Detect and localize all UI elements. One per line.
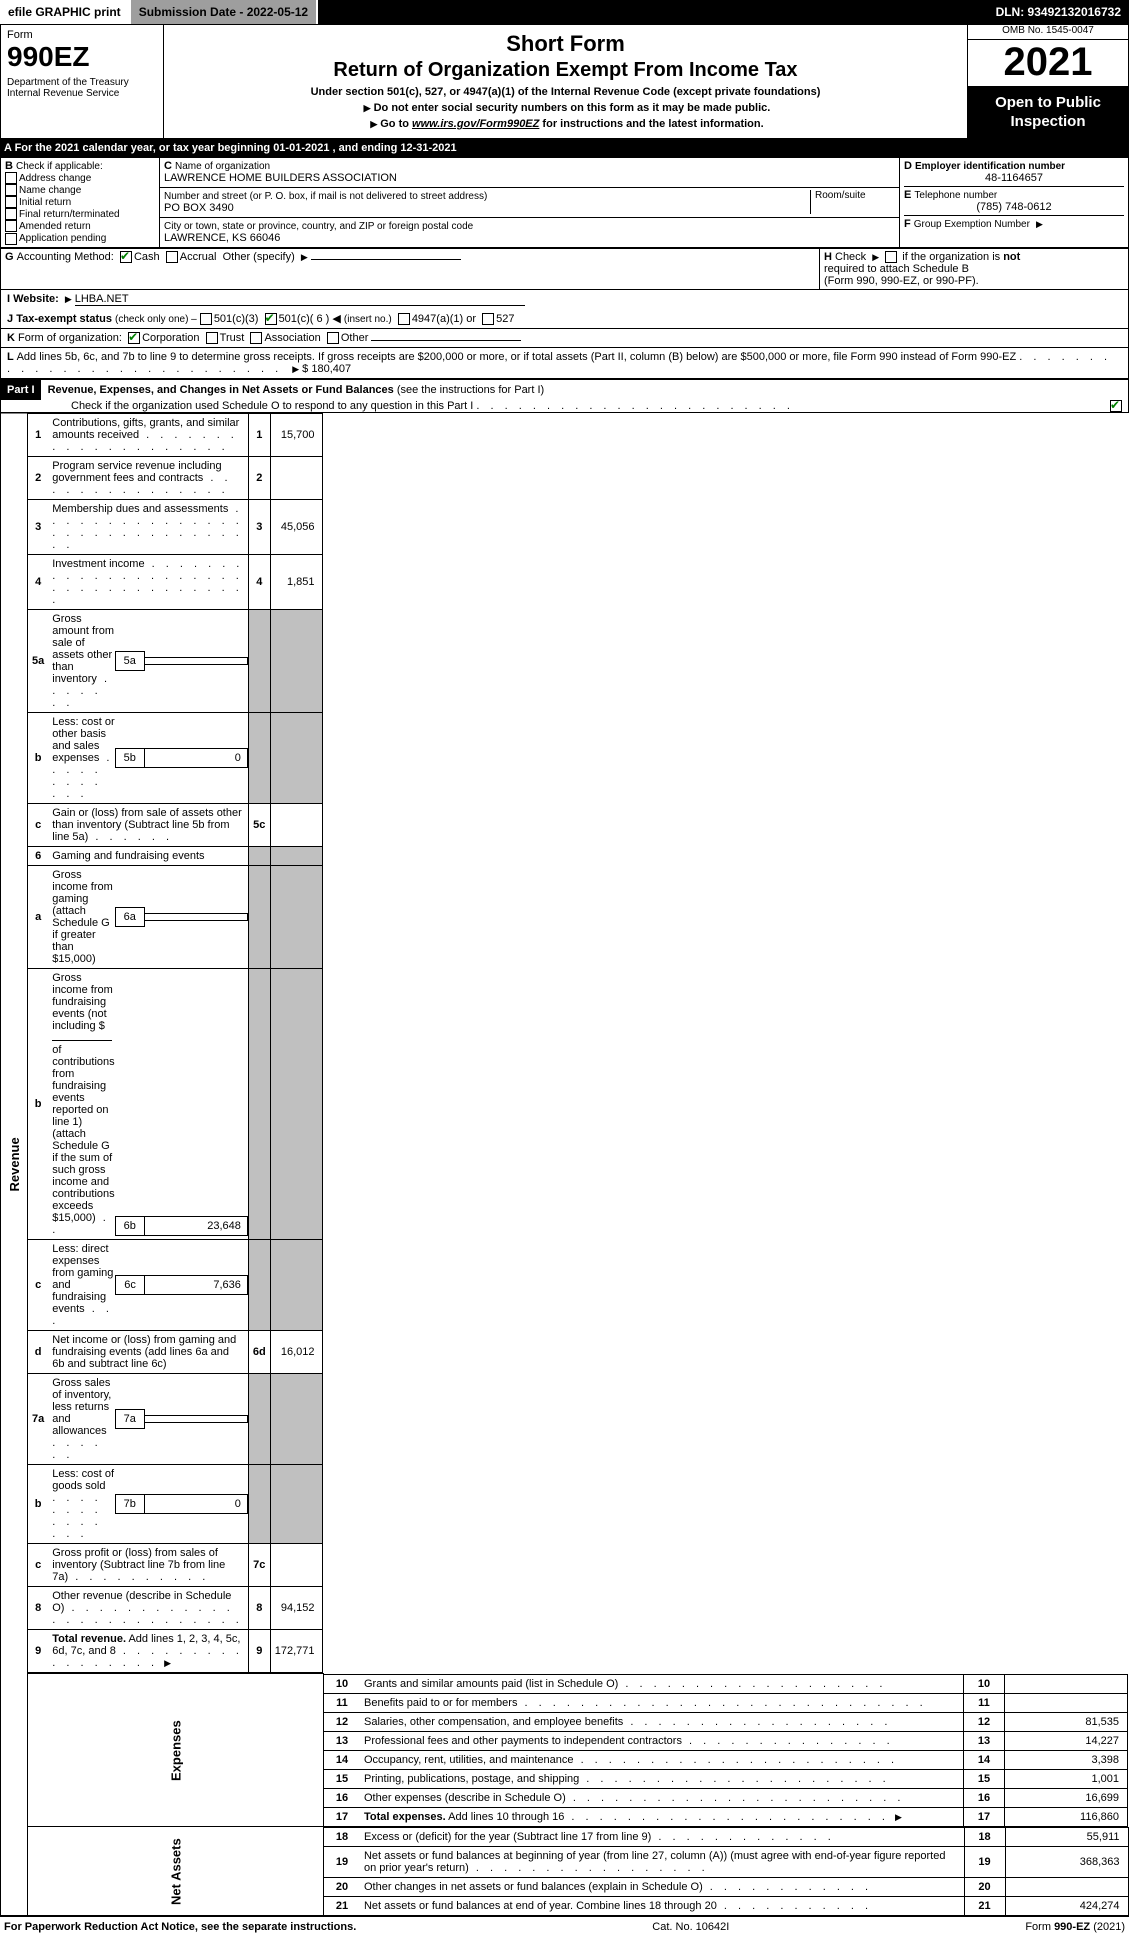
chk-501c3[interactable] [200,313,212,325]
chk-amended[interactable] [5,220,17,232]
paperwork-notice: For Paperwork Reduction Act Notice, see … [4,1921,356,1933]
form-left-col: Form 990EZ Department of the Treasury In… [1,25,164,139]
header-right: OMB No. 1545-0047 2021 [968,25,1129,87]
phone: (785) 748-0612 [904,201,1124,213]
expenses-label: Expenses [28,1674,324,1827]
chk-accrual[interactable] [166,251,178,263]
chk-final-return[interactable] [5,208,17,220]
top-bar: efile GRAPHIC print Submission Date - 20… [0,0,1129,24]
section-c-city: City or town, state or province, country… [160,217,900,247]
street-address: PO BOX 3490 [164,202,234,214]
open-inspection: Open to Public Inspection [968,87,1128,138]
other-method-input[interactable] [311,259,461,260]
room-suite-label: Room/suite [810,190,895,214]
omb: OMB No. 1545-0047 [968,25,1128,40]
dln: DLN: 93492132016732 [988,0,1129,24]
submission-date: Submission Date - 2022-05-12 [131,0,318,24]
chk-501c[interactable] [265,313,277,325]
form-header: Form 990EZ Department of the Treasury In… [0,24,1129,139]
chk-address-change[interactable] [5,172,17,184]
form-word: Form [7,29,157,41]
entity-info-box: B Check if applicable: Address change Na… [0,157,1129,248]
chk-part1-schedo[interactable] [1110,400,1122,412]
cat-no: Cat. No. 10642I [652,1921,729,1933]
section-i: I Website: LHBA.NET [0,290,1129,309]
g-h-box: G Accounting Method: Cash Accrual Other … [0,248,1129,290]
line-1: 1 Contributions, gifts, grants, and simi… [28,414,323,457]
dept-label: Department of the Treasury Internal Reve… [7,77,157,99]
section-a: A For the 2021 calendar year, or tax yea… [0,139,1129,157]
chk-4947[interactable] [398,313,410,325]
return-title: Return of Organization Exempt From Incom… [170,59,961,82]
chk-corporation[interactable] [128,332,140,344]
org-name: LAWRENCE HOME BUILDERS ASSOCIATION [164,172,397,184]
form-footer-right: Form 990-EZ (2021) [1025,1921,1125,1933]
tax-year: 2021 [968,40,1128,85]
section-d-e-f: D Employer identification number 48-1164… [900,158,1129,248]
revenue-label: Revenue [1,413,28,1916]
chk-other-org[interactable] [327,332,339,344]
section-g: G Accounting Method: Cash Accrual Other … [1,248,820,289]
city-state-zip: LAWRENCE, KS 66046 [164,232,280,244]
amt-2 [270,457,323,500]
part-i-lines: Revenue 1 Contributions, gifts, grants, … [0,413,1129,1917]
chk-association[interactable] [250,332,262,344]
page-footer: For Paperwork Reduction Act Notice, see … [0,1916,1129,1933]
section-j: J Tax-exempt status (check only one) ‒ 5… [0,309,1129,329]
section-b: B Check if applicable: Address change Na… [1,158,160,248]
efile-print-label[interactable]: efile GRAPHIC print [0,0,131,24]
chk-527[interactable] [482,313,494,325]
section-l: L Add lines 5b, 6c, and 7b to line 9 to … [0,348,1129,379]
section-c-addr: Number and street (or P. O. box, if mail… [160,187,900,217]
sub2: Do not enter social security numbers on … [170,102,961,114]
chk-initial-return[interactable] [5,196,17,208]
chk-schedule-b[interactable] [885,251,897,263]
part-i-header: Part I Revenue, Expenses, and Changes in… [0,379,1129,413]
chk-pending[interactable] [5,233,17,245]
section-c-name: C Name of organization LAWRENCE HOME BUI… [160,158,900,188]
sub1: Under section 501(c), 527, or 4947(a)(1)… [170,86,961,98]
chk-name-change[interactable] [5,184,17,196]
amt-1: 15,700 [270,414,323,457]
chk-trust[interactable] [206,332,218,344]
website-link[interactable]: LHBA.NET [75,293,525,306]
netassets-label: Net Assets [28,1827,324,1916]
form-number: 990EZ [7,43,157,71]
ein: 48-1164657 [904,172,1124,184]
header-center: Short Form Return of Organization Exempt… [164,25,968,139]
sub3: Go to www.irs.gov/Form990EZ for instruct… [170,118,961,130]
chk-cash[interactable] [120,251,132,263]
short-form-title: Short Form [170,31,961,57]
irs-link[interactable]: www.irs.gov/Form990EZ [412,118,539,130]
line-2: 2 Program service revenue including gove… [28,457,323,500]
section-h: H Check if the organization is not requi… [820,248,1129,289]
gross-receipts: $ 180,407 [302,363,351,375]
section-k: K Form of organization: Corporation Trus… [0,329,1129,348]
